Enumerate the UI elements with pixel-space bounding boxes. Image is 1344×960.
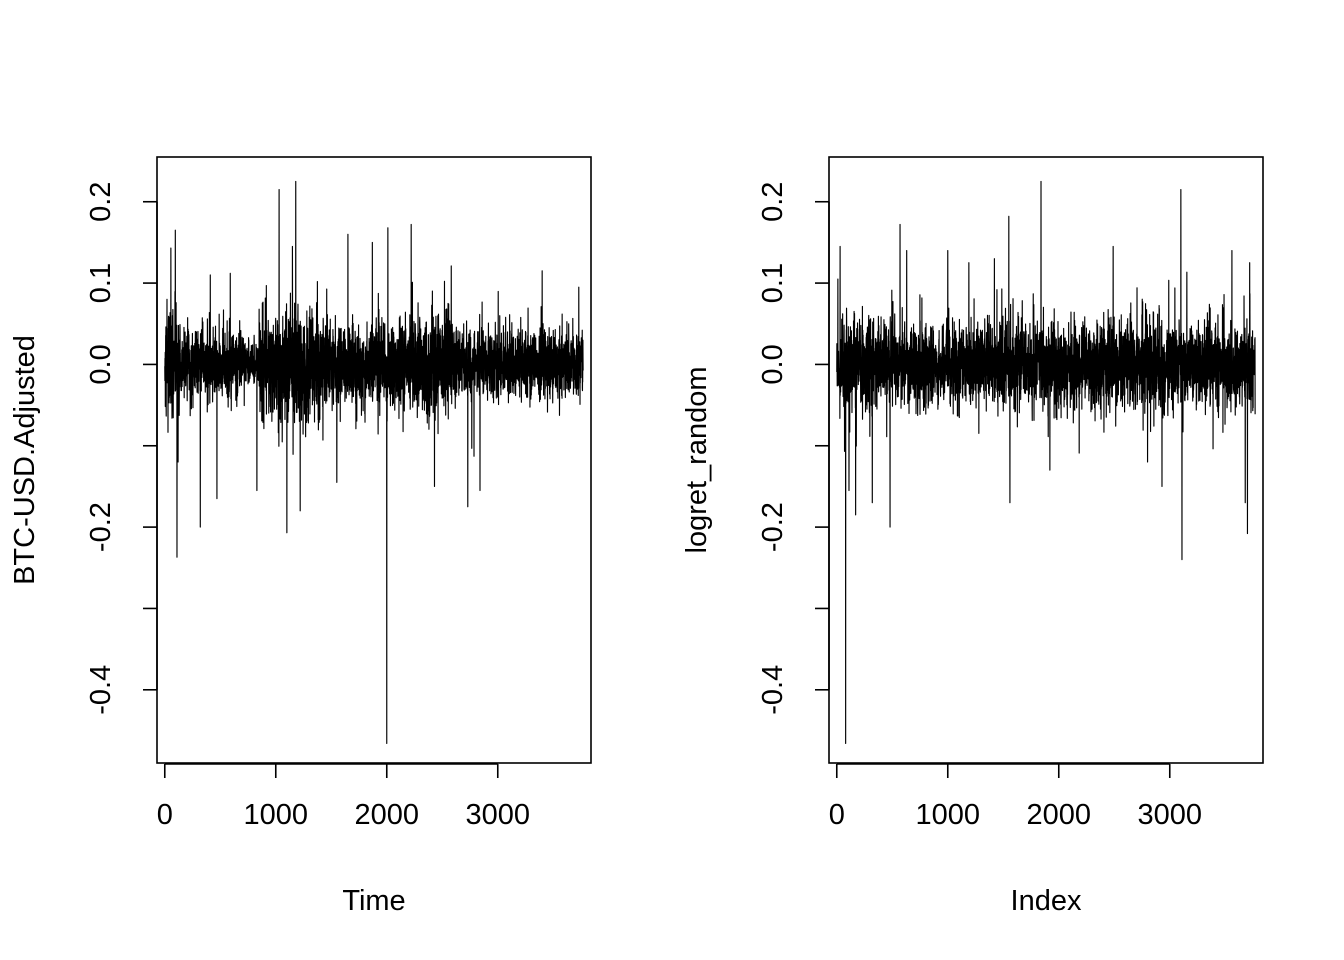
series-path: [836, 180, 1256, 745]
y-tick-label: -0.2: [757, 502, 789, 552]
right-series-line: [836, 180, 1256, 745]
x-tick-label: 2000: [355, 799, 420, 831]
y-tick-label: -0.2: [85, 502, 117, 552]
y-tick-label: -0.4: [757, 665, 789, 715]
right-x-axis: 0 1000 2000 3000: [829, 763, 1203, 831]
left-series-line: [164, 180, 584, 745]
y-tick-label: 0.2: [85, 182, 117, 222]
y-tick-label: -0.4: [85, 665, 117, 715]
right-y-axis-title: logret_random: [681, 367, 713, 554]
y-tick-label: 0.1: [85, 263, 117, 303]
left-plot-panel: 0 1000 2000 3000 -0.4 -0.2 0.0 0.1 0.2 Time BTC…: [9, 156, 592, 917]
x-tick-label: 3000: [466, 799, 531, 831]
right-plot-frame: [828, 156, 1264, 764]
right-y-axis: -0.4 -0.2 0.0 0.1 0.2: [757, 182, 830, 715]
series-path: [164, 180, 584, 745]
x-tick-label: 3000: [1138, 799, 1203, 831]
left-x-axis: 0 1000 2000 3000: [157, 763, 531, 831]
x-tick-label: 2000: [1027, 799, 1092, 831]
left-y-axis-title: BTC-USD.Adjusted: [9, 335, 41, 585]
x-tick-label: 0: [157, 799, 173, 831]
x-tick-label: 1000: [916, 799, 981, 831]
x-tick-label: 1000: [244, 799, 309, 831]
left-y-axis: -0.4 -0.2 0.0 0.1 0.2: [85, 182, 158, 715]
right-x-axis-title: Index: [1011, 885, 1082, 917]
y-tick-label: 0.0: [757, 344, 789, 384]
x-tick-label: 0: [829, 799, 845, 831]
left-plot-frame: [156, 156, 592, 764]
y-tick-label: 0.0: [85, 344, 117, 384]
y-tick-label: 0.2: [757, 182, 789, 222]
y-tick-label: 0.1: [757, 263, 789, 303]
right-plot-panel: 0 1000 2000 3000 -0.4 -0.2 0.0 0.1 0.2 Index lo…: [681, 156, 1264, 917]
left-x-axis-title: Time: [342, 885, 405, 917]
